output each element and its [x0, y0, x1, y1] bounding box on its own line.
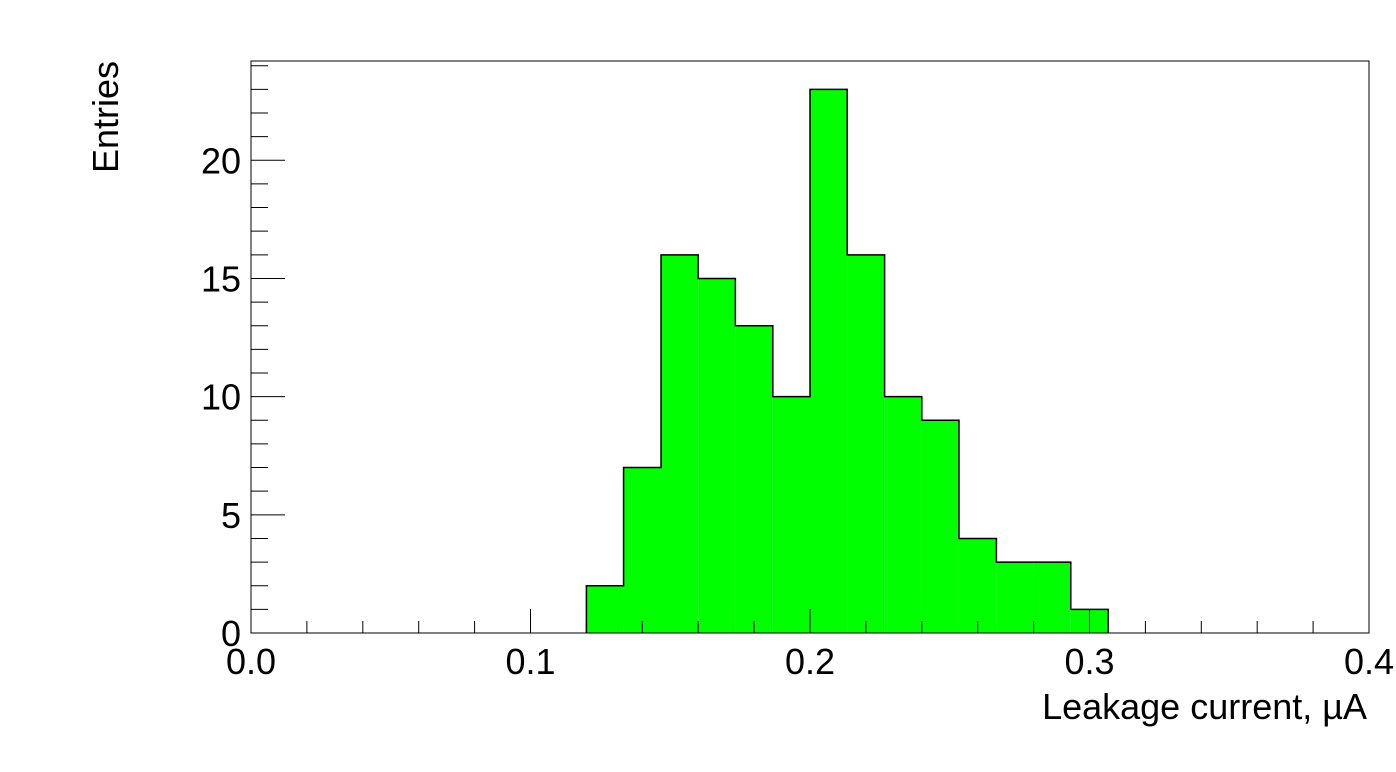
y-tick-label: 15: [201, 258, 241, 299]
histogram-bar: [810, 89, 848, 633]
histogram-bar: [996, 562, 1034, 633]
x-tick-label: 0.3: [1064, 641, 1114, 682]
histogram-bar: [772, 396, 810, 633]
histogram-bar: [586, 585, 624, 633]
y-tick-label: 20: [201, 140, 241, 181]
histogram-bar: [1033, 562, 1071, 633]
histogram-bar: [661, 254, 699, 633]
histogram-bar: [623, 467, 662, 633]
axis-ticks: [250, 65, 1370, 634]
x-tick-label: 0.2: [785, 641, 835, 682]
histogram-bar: [958, 538, 997, 633]
histogram-bar: [735, 325, 773, 633]
histogram-bars: [585, 88, 1109, 633]
axis-tick-labels: 0.0 0.1 0.2 0.3 0.4 0 5 10 15 20: [201, 140, 1394, 682]
x-axis-title: Leakage current, µA: [1042, 686, 1367, 727]
histogram-bar: [698, 278, 736, 633]
histogram-bar: [847, 254, 885, 633]
histogram-outline: [585, 88, 1109, 633]
x-tick-label: 0.1: [505, 641, 555, 682]
y-tick-label: 5: [221, 495, 241, 536]
x-tick-label: 0.4: [1344, 641, 1394, 682]
x-tick-label: 0.0: [226, 641, 276, 682]
histogram-bar: [884, 396, 922, 633]
y-axis-title: Entries: [85, 61, 126, 173]
y-tick-label: 10: [201, 377, 241, 418]
histogram-bar: [921, 420, 959, 633]
y-tick-label: 0: [221, 613, 241, 654]
